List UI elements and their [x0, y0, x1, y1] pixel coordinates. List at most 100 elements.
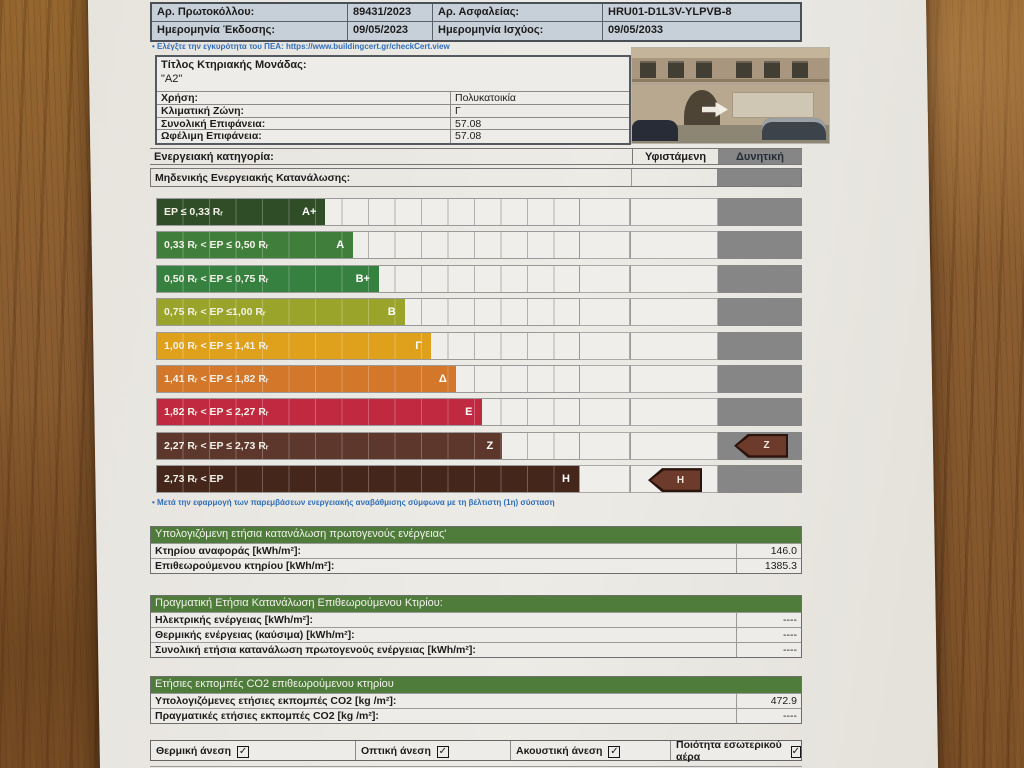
class-range-label: 1,00 Rᵣ < EP ≤ 1,41 Rᵣ	[164, 339, 269, 352]
energy-bar: 1,82 Rᵣ < EP ≤ 2,27 Rᵣ E	[157, 399, 482, 426]
energy-bar: 0,75 Rᵣ < EP ≤1,00 Rᵣ B	[157, 299, 405, 326]
existing-cell	[630, 264, 718, 293]
potential-cell	[718, 298, 802, 327]
potential-cell	[718, 465, 802, 494]
computed-consumption-section: Υπολογιζόμενη ετήσια κατανάλωση πρωτογεν…	[150, 526, 802, 574]
potential-cell	[718, 264, 802, 293]
energy-bars: EP ≤ 0,33 Rᵣ A+ 0,33 Rᵣ < EP ≤ 0,50 Rᵣ A	[150, 198, 802, 499]
header-row: Ημερομηνία Έκδοσης: 09/05/2023 Ημερομηνί…	[152, 22, 800, 40]
existing-cell	[630, 431, 718, 460]
table-row: Υπολογιζόμενες ετήσιες εκπομπές CO2 [kg …	[151, 693, 801, 708]
potential-cell	[718, 231, 802, 260]
energy-bar: 0,33 Rᵣ < EP ≤ 0,50 Rᵣ A	[157, 232, 354, 259]
computed-co2-label: Υπολογιζόμενες ετήσιες εκπομπές CO2 [kg …	[151, 694, 737, 708]
spacer-cell	[580, 298, 630, 327]
certificate-content: Αρ. Πρωτοκόλλου: 89431/2023 Αρ. Ασφαλεία…	[150, 2, 829, 768]
checkbox-checked-icon: ✓	[608, 746, 621, 758]
building-title-value: "Α2"	[161, 73, 183, 85]
useful-area-value: 57.08	[455, 130, 482, 143]
indoor-air-quality-cell: Ποιότητα εσωτερικού αέρα ✓	[671, 739, 801, 763]
issue-date-label: Ημερομηνία Έκδοσης:	[152, 22, 348, 40]
total-primary-energy-value: ----	[783, 644, 797, 656]
table-row: Κτηρίου αναφοράς [kWh/m²]: 146.0	[151, 543, 801, 558]
window-icon	[640, 61, 656, 78]
class-range-label: 1,82 Rᵣ < EP ≤ 2,27 Rᵣ	[164, 406, 269, 419]
section-header: Υπολογιζόμενη ετήσια κατανάλωση πρωτογεν…	[151, 527, 801, 543]
zero-energy-row: Μηδενικής Ενεργειακής Κατανάλωσης:	[150, 168, 802, 187]
reference-building-label: Κτηρίου αναφοράς [kWh/m²]:	[151, 544, 737, 558]
reference-building-value: 146.0	[770, 545, 797, 557]
car-icon	[632, 120, 678, 141]
table-row: Συνολική Επιφάνεια: 57.08	[157, 117, 629, 131]
class-letter: A+	[302, 206, 317, 218]
total-area-label: Συνολική Επιφάνεια:	[157, 117, 451, 129]
existing-class-letter: H	[676, 474, 685, 486]
potential-column-header: Δυνητική	[718, 149, 802, 164]
spacer-cell	[580, 198, 630, 226]
class-range-label: 1,41 Rᵣ < EP ≤ 1,82 Rᵣ	[164, 372, 269, 385]
energy-bar-row-h: 2,73 Rᵣ < EP H H	[150, 465, 802, 494]
protocol-number-value: 89431/2023	[348, 4, 433, 21]
total-primary-energy-label: Συνολική ετήσια κατανάλωση πρωτογενούς ε…	[151, 643, 737, 657]
window-icon	[792, 61, 808, 78]
thermal-comfort-label: Θερμική άνεση	[156, 744, 232, 757]
validity-date-label: Ημερομηνία Ισχύος:	[433, 22, 603, 40]
table-row: Συνολική ετήσια κατανάλωση πρωτογενούς ε…	[151, 642, 801, 657]
bar-track: 1,00 Rᵣ < EP ≤ 1,41 Rᵣ Γ	[156, 331, 580, 360]
table-row: Ηλεκτρικής ενέργειας [kWh/m²]: ----	[151, 612, 801, 627]
energy-bar-row-e: 1,82 Rᵣ < EP ≤ 2,27 Rᵣ E	[150, 398, 802, 427]
useful-area-label: Ωφέλιμη Επιφάνεια:	[157, 130, 451, 144]
inspected-building-value: 1385.3	[764, 560, 797, 572]
validity-date-value: 09/05/2033	[608, 24, 664, 36]
bar-track: 0,33 Rᵣ < EP ≤ 0,50 Rᵣ A	[156, 231, 580, 260]
actual-consumption-section: Πραγματική Ετήσια Κατανάλωση Επιθεωρούμε…	[150, 595, 802, 658]
section-header: Ετήσιες εκπομπές CO2 επιθεωρούμενου κτηρ…	[151, 677, 801, 693]
climate-zone-value: Γ	[455, 104, 461, 117]
bar-track: 0,50 Rᵣ < EP ≤ 0,75 Rᵣ B+	[156, 264, 580, 293]
visual-comfort-cell: Οπτική άνεση ✓	[356, 741, 511, 760]
total-area-value: 57.08	[455, 117, 482, 130]
energy-bar-row-z: 2,27 Rᵣ < EP ≤ 2,73 Rᵣ Z Z	[150, 431, 802, 460]
zero-energy-existing-cell	[631, 169, 717, 186]
existing-class-arrow: H	[648, 468, 702, 493]
class-letter: B+	[355, 272, 370, 285]
potential-cell: Z	[718, 431, 802, 460]
table-row: Κλιματική Ζώνη: Γ	[157, 104, 629, 118]
checkbox-checked-icon: ✓	[237, 746, 250, 758]
class-letter: Δ	[438, 372, 447, 385]
energy-bar: 1,41 Rᵣ < EP ≤ 1,82 Rᵣ Δ	[157, 365, 456, 392]
window-icon	[764, 61, 780, 78]
energy-category-label: Ενεργειακή κατηγορία:	[154, 151, 274, 163]
energy-bar-row-aplus: EP ≤ 0,33 Rᵣ A+	[150, 198, 802, 226]
spacer-cell	[580, 331, 630, 360]
potential-cell	[718, 331, 802, 360]
acoustic-comfort-label: Ακουστική άνεση	[516, 744, 603, 757]
spacer-cell	[580, 431, 630, 460]
bar-track: 0,75 Rᵣ < EP ≤1,00 Rᵣ B	[156, 298, 580, 327]
visual-comfort-label: Οπτική άνεση	[361, 744, 431, 757]
spacer-cell	[580, 264, 630, 293]
verify-link-note: • Ελέγξτε την εγκυρότητα του ΠΕΑ: https:…	[152, 42, 450, 51]
use-label: Χρήση:	[157, 92, 451, 104]
class-range-label: 0,50 Rᵣ < EP ≤ 0,75 Rᵣ	[164, 272, 269, 285]
co2-emissions-section: Ετήσιες εκπομπές CO2 επιθεωρούμενου κτηρ…	[150, 676, 802, 724]
building-title-label: Τίτλος Κτηριακής Μονάδας:	[161, 59, 307, 71]
window-icon	[736, 61, 752, 78]
class-range-label: 2,27 Rᵣ < EP ≤ 2,73 Rᵣ	[164, 439, 269, 452]
photo-upper-wall	[632, 48, 829, 58]
class-letter: H	[562, 473, 570, 486]
table-row: Πραγματικές ετήσιες εκπομπές CO2 [kg /m²…	[151, 708, 801, 723]
potential-cell	[718, 398, 802, 427]
issue-date-value: 09/05/2023	[348, 22, 433, 40]
actual-co2-value: ----	[783, 710, 797, 722]
photo-storefront	[732, 92, 814, 118]
class-letter: Z	[486, 439, 494, 452]
spacer-cell	[580, 231, 630, 260]
inspected-building-label: Επιθεωρούμενου κτηρίου [kWh/m²]:	[151, 559, 737, 573]
class-letter: E	[465, 406, 473, 419]
building-title-cell: Τίτλος Κτηριακής Μονάδας: "Α2"	[157, 57, 629, 92]
section-header: Πραγματική Ετήσια Κατανάλωση Επιθεωρούμε…	[151, 596, 801, 612]
energy-bar-row-bplus: 0,50 Rᵣ < EP ≤ 0,75 Rᵣ B+	[150, 264, 802, 293]
spacer-cell	[580, 364, 630, 393]
table-row: Επιθεωρούμενου κτηρίου [kWh/m²]: 1385.3	[151, 558, 801, 573]
